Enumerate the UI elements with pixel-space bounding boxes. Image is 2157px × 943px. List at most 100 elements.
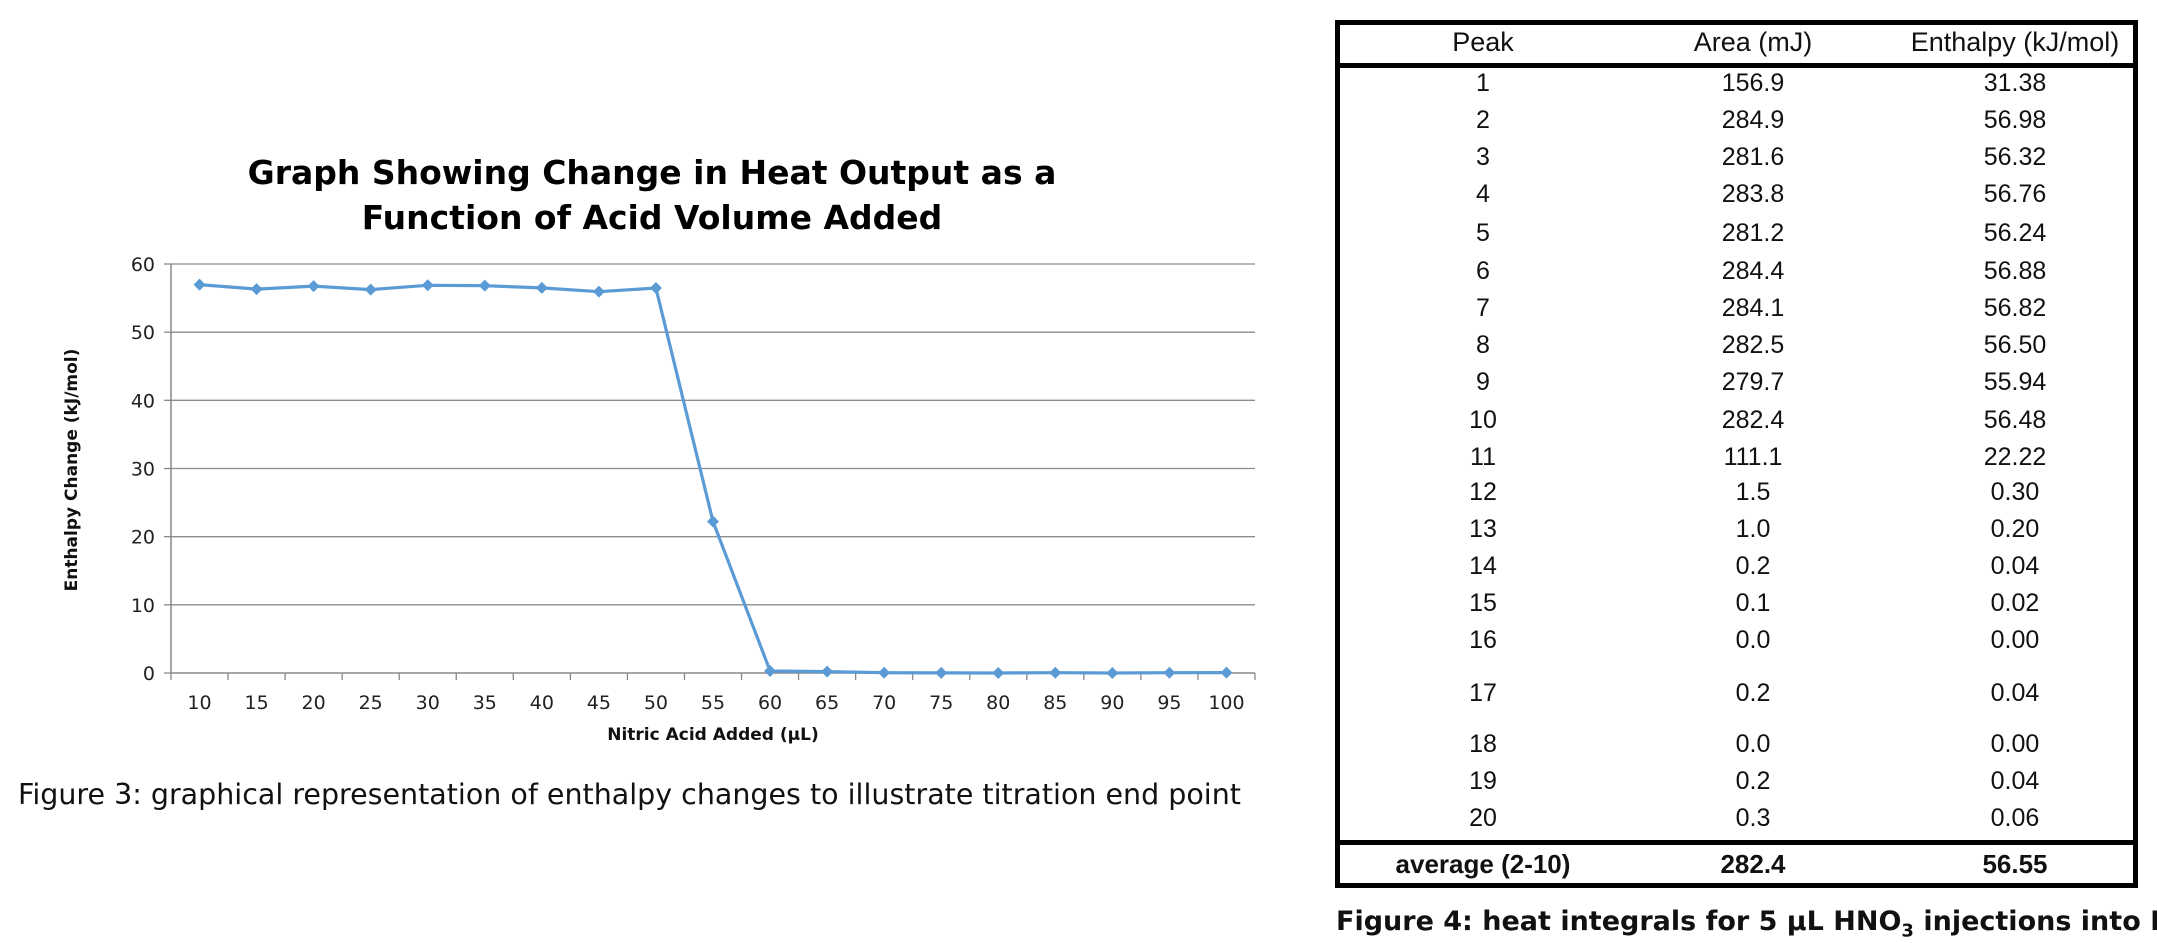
data-point-marker [935, 666, 948, 679]
table-cell: 16 [1469, 625, 1497, 654]
table-cell: 5 [1476, 218, 1490, 247]
y-tick-label: 0 [143, 663, 155, 685]
table-cell: 11 [1470, 442, 1496, 471]
data-point-marker [250, 283, 263, 296]
table-cell: 0.2 [1735, 551, 1771, 580]
x-tick-label: 20 [302, 692, 326, 714]
x-tick-label: 60 [758, 692, 782, 714]
table-cell: 281.6 [1721, 142, 1785, 171]
figure-4-caption: Figure 4: heat integrals for 5 µL HNO3 i… [1336, 906, 2157, 941]
table-cell: 0.2 [1735, 678, 1771, 707]
x-tick-label: 75 [929, 692, 953, 714]
table-row: 14 0.2 0.04 [1340, 549, 2133, 583]
series-line [199, 283, 1227, 675]
table-header-cell: Peak [1452, 26, 1514, 57]
table-cell: 281.2 [1721, 218, 1785, 247]
table-row: 10 282.4 56.48 [1340, 403, 2133, 437]
data-point-marker [1106, 667, 1119, 679]
table-cell: 56.48 [1983, 405, 2047, 434]
table-cell: 12 [1469, 477, 1497, 506]
x-axis-title: Nitric Acid Added (µL) [607, 725, 819, 745]
x-tick-label: 35 [473, 692, 497, 714]
table-row: 4 283.8 56.76 [1340, 177, 2133, 211]
table-average-row: average (2-10) 282.4 56.55 [1340, 847, 2133, 881]
table-cell: 279.7 [1721, 367, 1785, 396]
series-markers [193, 278, 1233, 679]
table-cell: 0.04 [1990, 551, 2040, 580]
y-tick-label: 50 [131, 322, 155, 344]
data-point-marker [592, 285, 605, 298]
table-cell: 3 [1476, 142, 1490, 171]
table-cell: 31.38 [1983, 68, 2047, 97]
table-cell: 56.98 [1983, 105, 2047, 134]
x-tick-label: 95 [1157, 692, 1181, 714]
data-point-marker [878, 666, 891, 679]
table-cell: 56.50 [1983, 330, 2047, 359]
table-cell: 56.82 [1983, 293, 2047, 322]
table-cell: 0.0 [1735, 625, 1771, 654]
peak-table: Peak Area (mJ) Enthalpy (kJ/mol) 1 156.9 31.3… [1335, 20, 2138, 888]
table-row: 3 281.6 56.32 [1340, 140, 2133, 174]
table-cell: 0.20 [1990, 514, 2040, 543]
x-tick-label: 85 [1043, 692, 1067, 714]
table-cell: 156.9 [1721, 68, 1785, 97]
data-point-marker [649, 281, 662, 294]
table-cell: 9 [1476, 367, 1490, 396]
figure-4-caption-prefix: Figure 4: heat integrals for 5 µL HNO [1336, 906, 1902, 937]
data-point-marker [992, 667, 1005, 679]
data-point-marker [364, 283, 377, 296]
x-tick-label: 30 [416, 692, 440, 714]
table-cell: 4 [1476, 179, 1490, 208]
data-point-marker [535, 281, 548, 294]
table-average-cell: average (2-10) [1395, 848, 1571, 879]
table-cell: 56.88 [1983, 256, 2047, 285]
table-row: 12 1.5 0.30 [1340, 475, 2133, 509]
figure-3-caption: Figure 3: graphical representation of en… [18, 778, 1241, 811]
line-chart: Graph Showing Change in Heat Output as a… [18, 153, 1256, 811]
table-row: 2 284.9 56.98 [1340, 103, 2133, 137]
table-cell: 284.9 [1721, 105, 1785, 134]
table-row: 6 284.4 56.88 [1340, 254, 2133, 288]
table-cell: 10 [1469, 405, 1497, 434]
table-cell: 0.0 [1735, 729, 1771, 758]
table-cell: 2 [1476, 105, 1490, 134]
table-cell: 0.06 [1990, 803, 2040, 832]
table-row: 17 0.2 0.04 [1340, 676, 2133, 710]
footer-rule [1340, 840, 2133, 845]
table-cell: 56.24 [1983, 218, 2047, 247]
data-point-marker [1163, 666, 1176, 679]
chart-title-line-2: Function of Acid Volume Added [362, 198, 942, 237]
table-average-cell: 56.55 [1982, 848, 2048, 879]
table-cell: 0.00 [1990, 625, 2040, 654]
x-tick-label: 65 [815, 692, 839, 714]
chart-svg: Graph Showing Change in Heat Output as a… [62, 153, 1256, 745]
table-cell: 0.30 [1990, 477, 2040, 506]
table-cell: 56.76 [1983, 179, 2047, 208]
table-row: 18 0.0 0.00 [1340, 727, 2133, 761]
table-row: 1 156.9 31.38 [1340, 66, 2133, 100]
grid-lines [164, 263, 1255, 674]
x-tick-label: 25 [359, 692, 383, 714]
table-cell: 0.2 [1735, 766, 1771, 795]
table-cell: 0.02 [1990, 588, 2040, 617]
x-tick-label: 90 [1100, 692, 1124, 714]
table-cell: 283.8 [1721, 179, 1785, 208]
x-tick-label: 15 [244, 692, 268, 714]
x-tick-label: 50 [644, 692, 668, 714]
y-tick-label: 60 [131, 254, 155, 276]
table-cell: 111.1 [1723, 442, 1783, 471]
x-tick-label: 40 [530, 692, 554, 714]
figure-4-caption-suffix: injections into NaOH [1923, 906, 2157, 937]
x-tick-label: 100 [1208, 692, 1244, 714]
x-tick-label: 80 [986, 692, 1010, 714]
table-cell: 0.00 [1990, 729, 2040, 758]
x-tick-label: 45 [587, 692, 611, 714]
data-point-marker [1220, 666, 1233, 679]
table-cell: 18 [1469, 729, 1497, 758]
table-cell: 15 [1469, 588, 1497, 617]
table-cell: 0.04 [1990, 766, 2040, 795]
table-header-cell: Enthalpy (kJ/mol) [1910, 26, 2120, 57]
table-cell: 20 [1469, 803, 1497, 832]
data-point-marker [421, 279, 434, 292]
table-cell: 282.5 [1721, 330, 1785, 359]
